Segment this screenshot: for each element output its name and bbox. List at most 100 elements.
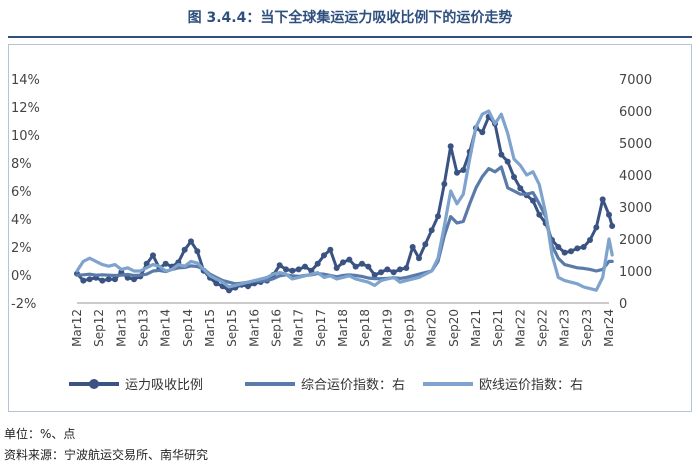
data-point [606, 211, 612, 218]
x-tick-label: Sep17 [314, 309, 328, 347]
x-tick-label: Mar17 [292, 309, 306, 347]
data-point [498, 151, 505, 158]
x-tick-label: Sep15 [225, 309, 239, 347]
data-point [365, 263, 372, 270]
x-tick-label: Mar19 [380, 309, 394, 347]
data-point [213, 280, 220, 287]
x-tick-label: Mar20 [425, 309, 439, 347]
data-point [314, 260, 321, 267]
x-tick-label: Sep14 [181, 309, 195, 347]
title-divider [8, 36, 692, 38]
data-point [359, 260, 365, 267]
data-point [105, 276, 112, 283]
x-tick-label: Mar21 [469, 309, 483, 347]
chart-frame: -2% 0% 2% 4% 6% 8% 10% 12% 14% 0 1000 2000 3000 4000 5… [8, 44, 692, 412]
data-point [112, 276, 118, 283]
data-point [454, 169, 460, 176]
x-tick-label: Sep12 [92, 309, 106, 347]
x-tick-label: Mar13 [114, 309, 128, 347]
left-tick-label: 8% [11, 157, 32, 172]
x-tick-label: Mar15 [203, 309, 217, 347]
left-tick-label: 0% [11, 269, 32, 284]
data-point [245, 283, 251, 290]
data-point [511, 174, 517, 180]
legend-label: 欧线运价指数：右 [479, 378, 583, 393]
x-tick-label: Sep16 [270, 309, 284, 347]
data-point [390, 269, 397, 276]
x-tick-label: Sep20 [447, 309, 461, 347]
data-point [441, 181, 448, 187]
data-point [555, 244, 562, 250]
legend-label: 综合运价指数：右 [301, 378, 405, 393]
x-tick-label: Sep22 [536, 309, 550, 347]
figure-title: 图 3.4.4：当下全球集运运力吸收比例下的运价走势 [187, 10, 513, 26]
data-point [321, 252, 327, 259]
right-tick-label: 0 [619, 297, 627, 312]
x-tick-label: Mar23 [558, 309, 572, 347]
line-chart: -2% 0% 2% 4% 6% 8% 10% 12% 14% 0 1000 2000 3000 4000 5… [11, 73, 652, 393]
data-point [447, 143, 454, 150]
data-point [593, 224, 600, 231]
x-tick-label: Mar18 [336, 309, 350, 347]
data-point [283, 266, 289, 273]
legend-swatch-marker [89, 379, 99, 389]
data-point [599, 196, 606, 203]
right-tick-label: 4000 [619, 169, 652, 184]
left-tick-label: 2% [11, 241, 32, 256]
right-tick-label: 7000 [619, 73, 652, 88]
data-point [504, 158, 511, 165]
left-tick-label: 10% [11, 129, 40, 144]
source-note: 资料来源：宁波航运交易所、南华研究 [4, 448, 209, 462]
data-point [435, 213, 441, 220]
x-tick-label: Sep18 [358, 309, 372, 347]
left-tick-label: 6% [11, 185, 32, 200]
data-point [226, 287, 232, 294]
data-point [384, 266, 391, 273]
data-point [536, 211, 543, 218]
data-point [333, 265, 340, 271]
data-point [276, 262, 283, 269]
data-point [397, 266, 403, 273]
x-tick-label: Sep19 [403, 309, 417, 347]
data-point [378, 269, 384, 276]
data-point [289, 267, 296, 274]
left-tick-label: -2% [11, 297, 36, 312]
data-point [371, 272, 378, 278]
left-tick-label: 14% [11, 73, 40, 88]
x-tick-label: Sep21 [491, 309, 505, 347]
right-tick-label: 6000 [619, 105, 652, 120]
data-point [295, 266, 302, 273]
data-point [517, 185, 524, 192]
data-point [409, 244, 416, 250]
data-point [194, 248, 201, 255]
data-point [580, 244, 587, 250]
data-point [609, 223, 616, 229]
left-tick-label: 4% [11, 213, 32, 228]
data-point [574, 245, 581, 252]
data-point [188, 238, 194, 245]
data-point [561, 249, 568, 256]
right-tick-label: 5000 [619, 137, 652, 152]
data-point [327, 246, 334, 253]
left-tick-label: 12% [11, 101, 40, 116]
data-point [131, 276, 137, 283]
data-point [587, 237, 593, 243]
x-tick-label: Mar16 [247, 309, 261, 347]
series-line-2 [75, 109, 614, 292]
x-tick-label: Sep13 [137, 309, 151, 347]
x-tick-label: Mar22 [513, 309, 527, 347]
x-tick-label: Sep23 [580, 309, 594, 347]
data-point [99, 277, 106, 284]
data-point [416, 255, 422, 262]
data-point [80, 277, 87, 284]
legend-label: 运力吸收比例 [125, 378, 203, 393]
right-tick-label: 2000 [619, 233, 652, 248]
data-point [460, 167, 467, 173]
unit-note: 单位：%、点 [4, 427, 76, 441]
data-point [162, 260, 169, 267]
data-point [302, 263, 308, 270]
x-tick-label: Mar24 [602, 309, 616, 347]
right-tick-label: 3000 [619, 201, 652, 216]
data-point [150, 252, 156, 259]
data-point [530, 197, 536, 204]
